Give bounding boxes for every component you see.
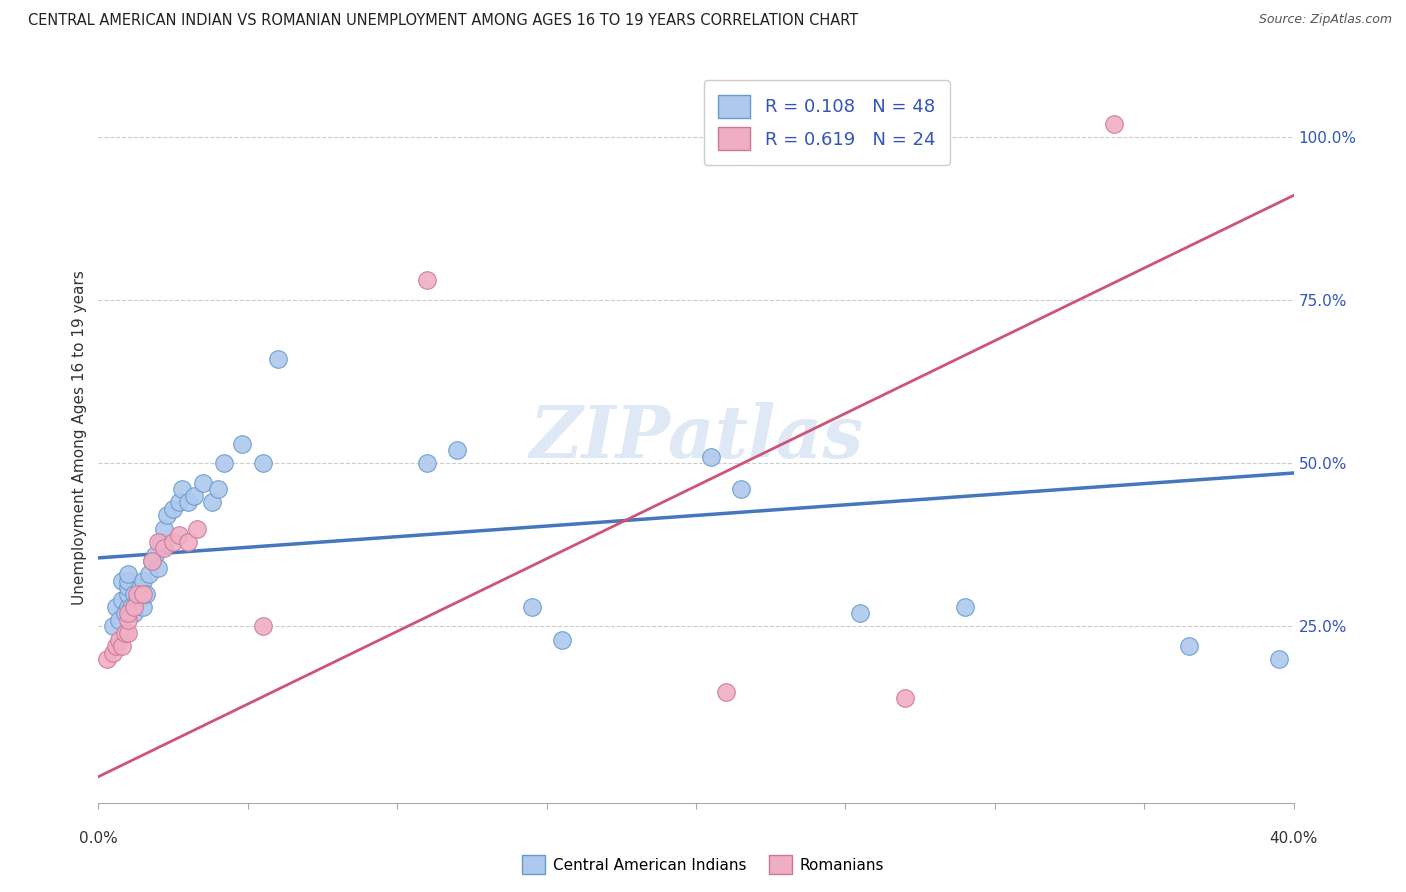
Point [129, 580, 152, 594]
Point [117, 587, 139, 601]
Point [117, 574, 139, 588]
Text: ZIPatlas: ZIPatlas [529, 401, 863, 473]
Point [714, 685, 737, 699]
Point [120, 599, 142, 614]
Point [156, 508, 179, 523]
Point [148, 534, 170, 549]
Point [117, 599, 139, 614]
Point [167, 528, 190, 542]
Point [212, 456, 235, 470]
Point [953, 599, 976, 614]
Point [153, 521, 176, 535]
Point [103, 619, 125, 633]
Point [520, 599, 543, 614]
Point [117, 626, 139, 640]
Point [127, 587, 149, 601]
Point [105, 599, 128, 614]
Text: 0.0%: 0.0% [79, 831, 118, 846]
Point [114, 607, 136, 621]
Point [201, 495, 224, 509]
Point [132, 587, 155, 601]
Point [177, 495, 200, 509]
Point [148, 560, 170, 574]
Point [191, 475, 214, 490]
Point [849, 607, 872, 621]
Point [183, 489, 205, 503]
Point [117, 580, 139, 594]
Point [117, 613, 139, 627]
Point [132, 599, 155, 614]
Legend: Central American Indians, Romanians: Central American Indians, Romanians [516, 849, 890, 880]
Point [550, 632, 572, 647]
Point [186, 521, 208, 535]
Point [267, 351, 290, 366]
Text: 40.0%: 40.0% [1270, 831, 1317, 846]
Point [1267, 652, 1289, 666]
Point [111, 639, 134, 653]
Point [1104, 117, 1126, 131]
Point [127, 593, 149, 607]
Point [124, 587, 146, 601]
Point [231, 436, 253, 450]
Point [96, 652, 118, 666]
Point [416, 456, 439, 470]
Legend: R = 0.108   N = 48, R = 0.619   N = 24: R = 0.108 N = 48, R = 0.619 N = 24 [703, 80, 950, 165]
Point [162, 534, 184, 549]
Point [416, 273, 439, 287]
Point [177, 534, 200, 549]
Point [150, 534, 173, 549]
Point [153, 541, 176, 555]
Point [207, 483, 229, 497]
Point [730, 483, 752, 497]
Text: CENTRAL AMERICAN INDIAN VS ROMANIAN UNEMPLOYMENT AMONG AGES 16 TO 19 YEARS CORRE: CENTRAL AMERICAN INDIAN VS ROMANIAN UNEM… [28, 13, 859, 29]
Point [894, 691, 917, 706]
Point [124, 607, 146, 621]
Point [111, 574, 134, 588]
Point [124, 599, 146, 614]
Point [135, 587, 157, 601]
Point [117, 607, 139, 621]
Point [446, 443, 468, 458]
Point [252, 619, 274, 633]
Point [143, 548, 166, 562]
Point [103, 646, 125, 660]
Point [111, 593, 134, 607]
Point [132, 574, 155, 588]
Point [252, 456, 274, 470]
Point [105, 639, 128, 653]
Point [167, 495, 190, 509]
Y-axis label: Unemployment Among Ages 16 to 19 years: Unemployment Among Ages 16 to 19 years [72, 269, 87, 605]
Point [138, 567, 160, 582]
Point [117, 567, 139, 582]
Point [141, 554, 163, 568]
Point [1178, 639, 1201, 653]
Point [172, 483, 194, 497]
Point [108, 613, 131, 627]
Point [141, 554, 163, 568]
Point [700, 450, 723, 464]
Point [162, 502, 184, 516]
Text: Source: ZipAtlas.com: Source: ZipAtlas.com [1258, 13, 1392, 27]
Point [108, 632, 131, 647]
Point [114, 626, 136, 640]
